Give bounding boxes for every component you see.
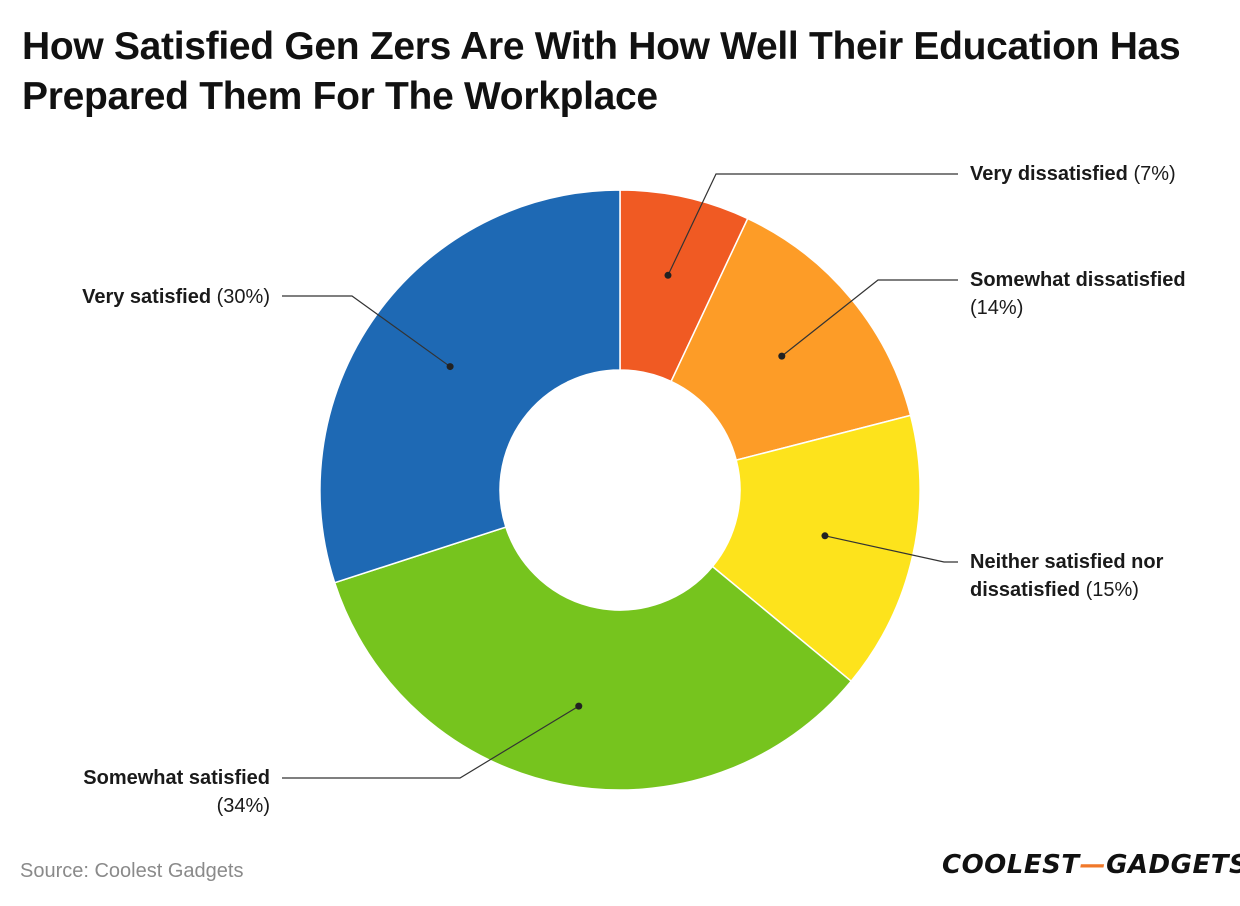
donut-slice-very-satisfied — [319, 189, 621, 584]
leader-dot — [446, 363, 454, 371]
label-name: Neither satisfied nor dissatisfied — [970, 551, 1164, 601]
label-name: Somewhat satisfied — [83, 767, 270, 789]
label-pct: (7%) — [1133, 163, 1176, 185]
label-pct: (30%) — [216, 286, 270, 308]
leader-line — [282, 295, 451, 368]
leader-dot — [664, 271, 672, 279]
logo-right: GADGETS — [1106, 850, 1240, 880]
label-name: Very dissatisfied — [970, 163, 1128, 185]
label-neither: Neither satisfied nor dissatisfied (15%) — [970, 548, 1220, 604]
logo-left: COOLEST — [942, 850, 1080, 880]
label-somewhat-satisfied: Somewhat satisfied (34%) — [20, 764, 270, 820]
leader-line — [667, 173, 958, 276]
leader-line — [781, 279, 958, 357]
leader-line — [824, 535, 958, 563]
leader-line — [282, 705, 580, 779]
label-pct: (34%) — [216, 795, 270, 817]
donut-slice-neither-satisfied-nor-dissatisfied — [711, 414, 921, 683]
leader-dot — [778, 352, 786, 360]
label-name: Very satisfied — [82, 286, 212, 308]
donut-slice-somewhat-satisfied — [333, 526, 853, 791]
donut-slice-somewhat-dissatisfied — [670, 217, 912, 462]
label-pct: (14%) — [970, 297, 1024, 319]
label-very-satisfied: Very satisfied (30%) — [20, 283, 270, 311]
logo-dash: — — [1079, 850, 1107, 880]
chart-title: How Satisfied Gen Zers Are With How Well… — [22, 25, 1181, 118]
source-note: Source: Coolest Gadgets — [20, 860, 244, 882]
leader-dot — [575, 702, 583, 710]
coolest-gadgets-logo: COOLEST—GADGETS — [942, 850, 1240, 880]
label-very-dissatisfied: Very dissatisfied (7%) — [970, 160, 1176, 188]
leader-dot — [821, 532, 829, 540]
label-pct: (15%) — [1085, 579, 1139, 601]
label-name: Somewhat dissatisfied — [970, 269, 1186, 291]
label-somewhat-dissatisfied: Somewhat dissatisfied (14%) — [970, 266, 1230, 322]
